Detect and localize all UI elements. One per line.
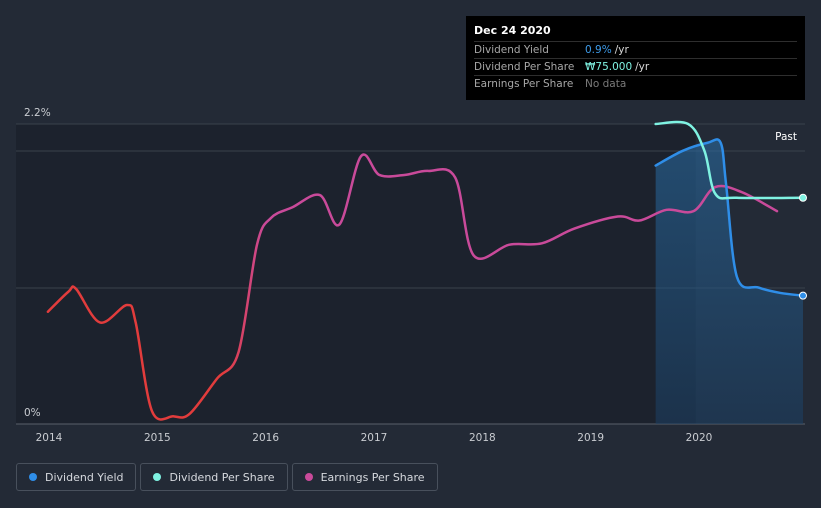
dividend-per-share-marker bbox=[799, 193, 807, 202]
earnings-per-share-line bbox=[46, 153, 779, 421]
tooltip-row-earnings-per-share: Earnings Per Share No data bbox=[474, 75, 797, 92]
tooltip-value: ₩75.000 bbox=[585, 61, 633, 73]
legend-label: Dividend Per Share bbox=[169, 470, 275, 484]
tooltip-row-dividend-yield: Dividend Yield 0.9% /yr bbox=[474, 41, 797, 58]
tooltip-value: 0.9% bbox=[585, 44, 612, 56]
legend-label: Earnings Per Share bbox=[320, 470, 425, 484]
x-tick-label-2016: 2016 bbox=[252, 432, 279, 444]
dividend-yield-marker bbox=[799, 291, 807, 300]
dividend-yield-line bbox=[654, 138, 805, 297]
tooltip-value: No data bbox=[585, 78, 627, 90]
dividend-per-share-line bbox=[654, 120, 805, 200]
legend-label: Dividend Yield bbox=[45, 470, 124, 484]
tooltip-label: Dividend Yield bbox=[474, 44, 549, 56]
data-tooltip: Dec 24 2020 Dividend Yield 0.9% /yr Divi… bbox=[466, 16, 805, 100]
x-tick-label-2019: 2019 bbox=[577, 432, 604, 444]
tooltip-unit: /yr bbox=[614, 44, 629, 56]
tooltip-label: Earnings Per Share bbox=[474, 78, 574, 90]
past-region-label: Past bbox=[775, 131, 797, 143]
x-tick-label-2018: 2018 bbox=[469, 432, 496, 444]
earnings-per-share-dot-icon bbox=[304, 473, 313, 481]
legend-dividend-yield[interactable]: Dividend Yield bbox=[16, 463, 137, 491]
x-tick-label-2015: 2015 bbox=[144, 432, 171, 444]
legend-earnings-per-share[interactable]: Earnings Per Share bbox=[291, 463, 438, 491]
x-tick-label-2020: 2020 bbox=[686, 432, 713, 444]
dividend-per-share-dot-icon bbox=[153, 473, 162, 481]
y-axis-max-label: 2.2% bbox=[24, 107, 51, 119]
tooltip-label: Dividend Per Share bbox=[474, 61, 575, 73]
tooltip-row-dividend-per-share: Dividend Per Share ₩75.000 /yr bbox=[474, 58, 797, 75]
legend-dividend-per-share[interactable]: Dividend Per Share bbox=[140, 463, 288, 491]
x-tick-label-2017: 2017 bbox=[361, 432, 388, 444]
tooltip-date: Dec 24 2020 bbox=[474, 24, 551, 37]
tooltip-unit: /yr bbox=[635, 61, 650, 73]
x-tick-label-2014: 2014 bbox=[36, 432, 63, 444]
dividend-yield-dot-icon bbox=[29, 473, 37, 481]
chart-legend: Dividend Yield Dividend Per Share Earnin… bbox=[16, 463, 438, 491]
y-axis-min-label: 0% bbox=[24, 407, 41, 419]
